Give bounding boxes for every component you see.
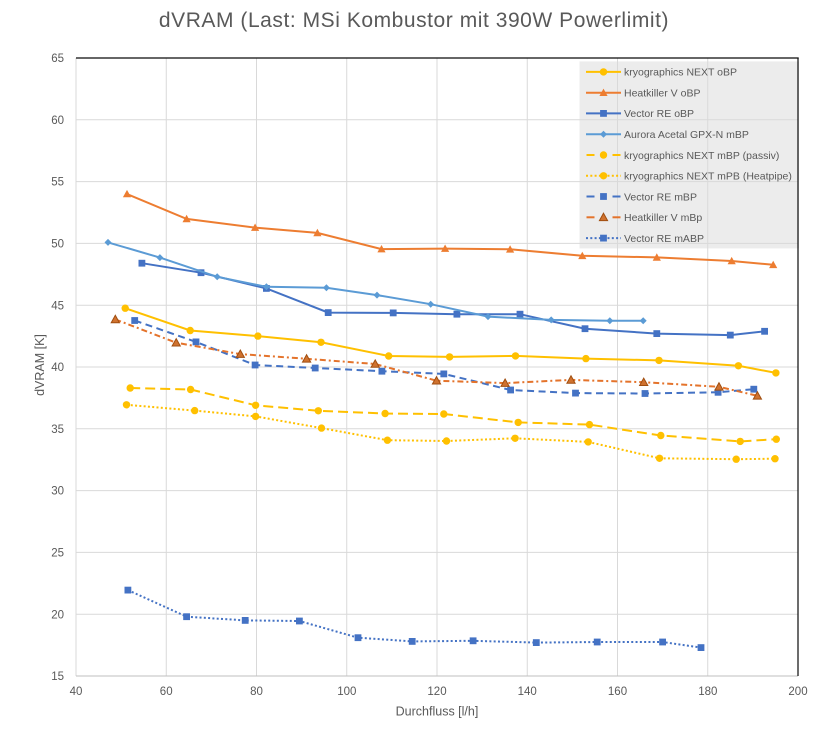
svg-text:15: 15 (51, 671, 64, 683)
svg-text:140: 140 (518, 686, 537, 698)
svg-text:dVRAM [K]: dVRAM [K] (33, 334, 47, 396)
svg-text:kryographics NEXT mPB (Heatpip: kryographics NEXT mPB (Heatpipe) (624, 171, 792, 183)
svg-text:kryographics NEXT mBP (passiv): kryographics NEXT mBP (passiv) (624, 150, 779, 162)
svg-text:Vector RE mABP: Vector RE mABP (624, 233, 704, 245)
svg-text:100: 100 (337, 686, 356, 698)
svg-text:Durchfluss [l/h]: Durchfluss [l/h] (396, 705, 479, 719)
svg-text:120: 120 (427, 686, 446, 698)
svg-text:80: 80 (250, 686, 263, 698)
svg-text:45: 45 (51, 300, 64, 312)
svg-text:Vector RE oBP: Vector RE oBP (624, 108, 694, 120)
svg-text:25: 25 (51, 548, 64, 560)
svg-text:kryographics NEXT oBP: kryographics NEXT oBP (624, 67, 737, 79)
svg-text:60: 60 (160, 686, 173, 698)
svg-text:40: 40 (70, 686, 83, 698)
svg-text:20: 20 (51, 609, 64, 621)
svg-text:Aurora Acetal GPX-N mBP: Aurora Acetal GPX-N mBP (624, 129, 749, 141)
svg-text:180: 180 (698, 686, 717, 698)
svg-text:30: 30 (51, 486, 64, 498)
svg-text:40: 40 (51, 362, 64, 374)
svg-text:35: 35 (51, 424, 64, 436)
svg-text:200: 200 (788, 686, 807, 698)
svg-text:60: 60 (51, 115, 64, 127)
svg-text:160: 160 (608, 686, 627, 698)
svg-text:Vector RE mBP: Vector RE mBP (624, 191, 697, 203)
svg-text:55: 55 (51, 177, 64, 189)
svg-text:50: 50 (51, 239, 64, 251)
svg-text:dVRAM (Last: MSi Kombustor mit: dVRAM (Last: MSi Kombustor mit 390W Powe… (159, 9, 669, 32)
svg-text:Heatkiller V oBP: Heatkiller V oBP (624, 88, 700, 100)
svg-text:Heatkiller V mBp: Heatkiller V mBp (624, 212, 702, 224)
svg-text:65: 65 (51, 53, 64, 65)
